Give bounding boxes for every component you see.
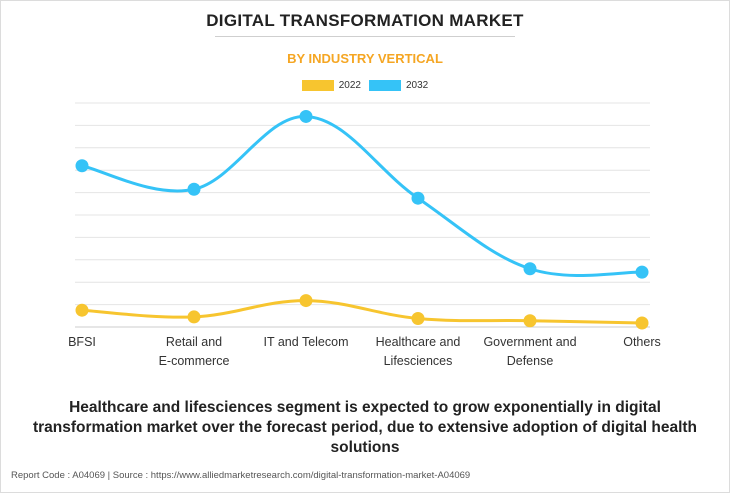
legend-label-2022: 2022 — [338, 80, 361, 91]
legend-item-2032[interactable]: 2032 — [369, 80, 428, 91]
data-point-2032 — [523, 262, 537, 276]
report-footer: Report Code : A04069 | Source : https://… — [11, 470, 471, 481]
data-point-2032 — [411, 191, 425, 205]
legend-item-2022[interactable]: 2022 — [301, 80, 361, 91]
data-point-2022 — [523, 314, 537, 328]
chart-title: DIGITAL TRANSFORMATION MARKET — [206, 11, 524, 30]
x-tick-label: Retail and E-commerce — [159, 335, 230, 368]
title-divider — [215, 36, 515, 37]
data-point-2032 — [299, 109, 313, 123]
line-chart: BFSI Retail and E-commerce IT and Telecom He… — [68, 102, 661, 368]
data-point-2032 — [75, 159, 89, 173]
x-tick-label: BFSI — [68, 335, 96, 349]
data-point-2032 — [187, 182, 201, 196]
x-tick-label: Others — [623, 335, 661, 349]
series-line-2032 — [81, 114, 643, 277]
legend-swatch-2022 — [301, 80, 334, 91]
data-point-2022 — [411, 311, 425, 325]
legend-label-2032: 2032 — [406, 80, 429, 91]
legend-swatch-2032 — [369, 80, 401, 91]
series-line-2022 — [81, 299, 643, 325]
data-point-2022 — [299, 294, 313, 308]
x-tick-label: Healthcare and Lifesciences — [376, 335, 461, 368]
data-point-2022 — [75, 303, 89, 317]
data-point-2032 — [635, 265, 649, 279]
chart-caption: Healthcare and lifesciences segment is e… — [32, 399, 698, 456]
legend: 2022 2032 — [0, 80, 730, 91]
x-tick-label: IT and Telecom — [263, 335, 348, 349]
chart-subtitle: BY INDUSTRY VERTICAL — [287, 51, 443, 66]
data-point-2022 — [187, 310, 201, 324]
x-tick-label: Government and Defense — [483, 335, 576, 368]
data-point-2022 — [635, 316, 649, 330]
